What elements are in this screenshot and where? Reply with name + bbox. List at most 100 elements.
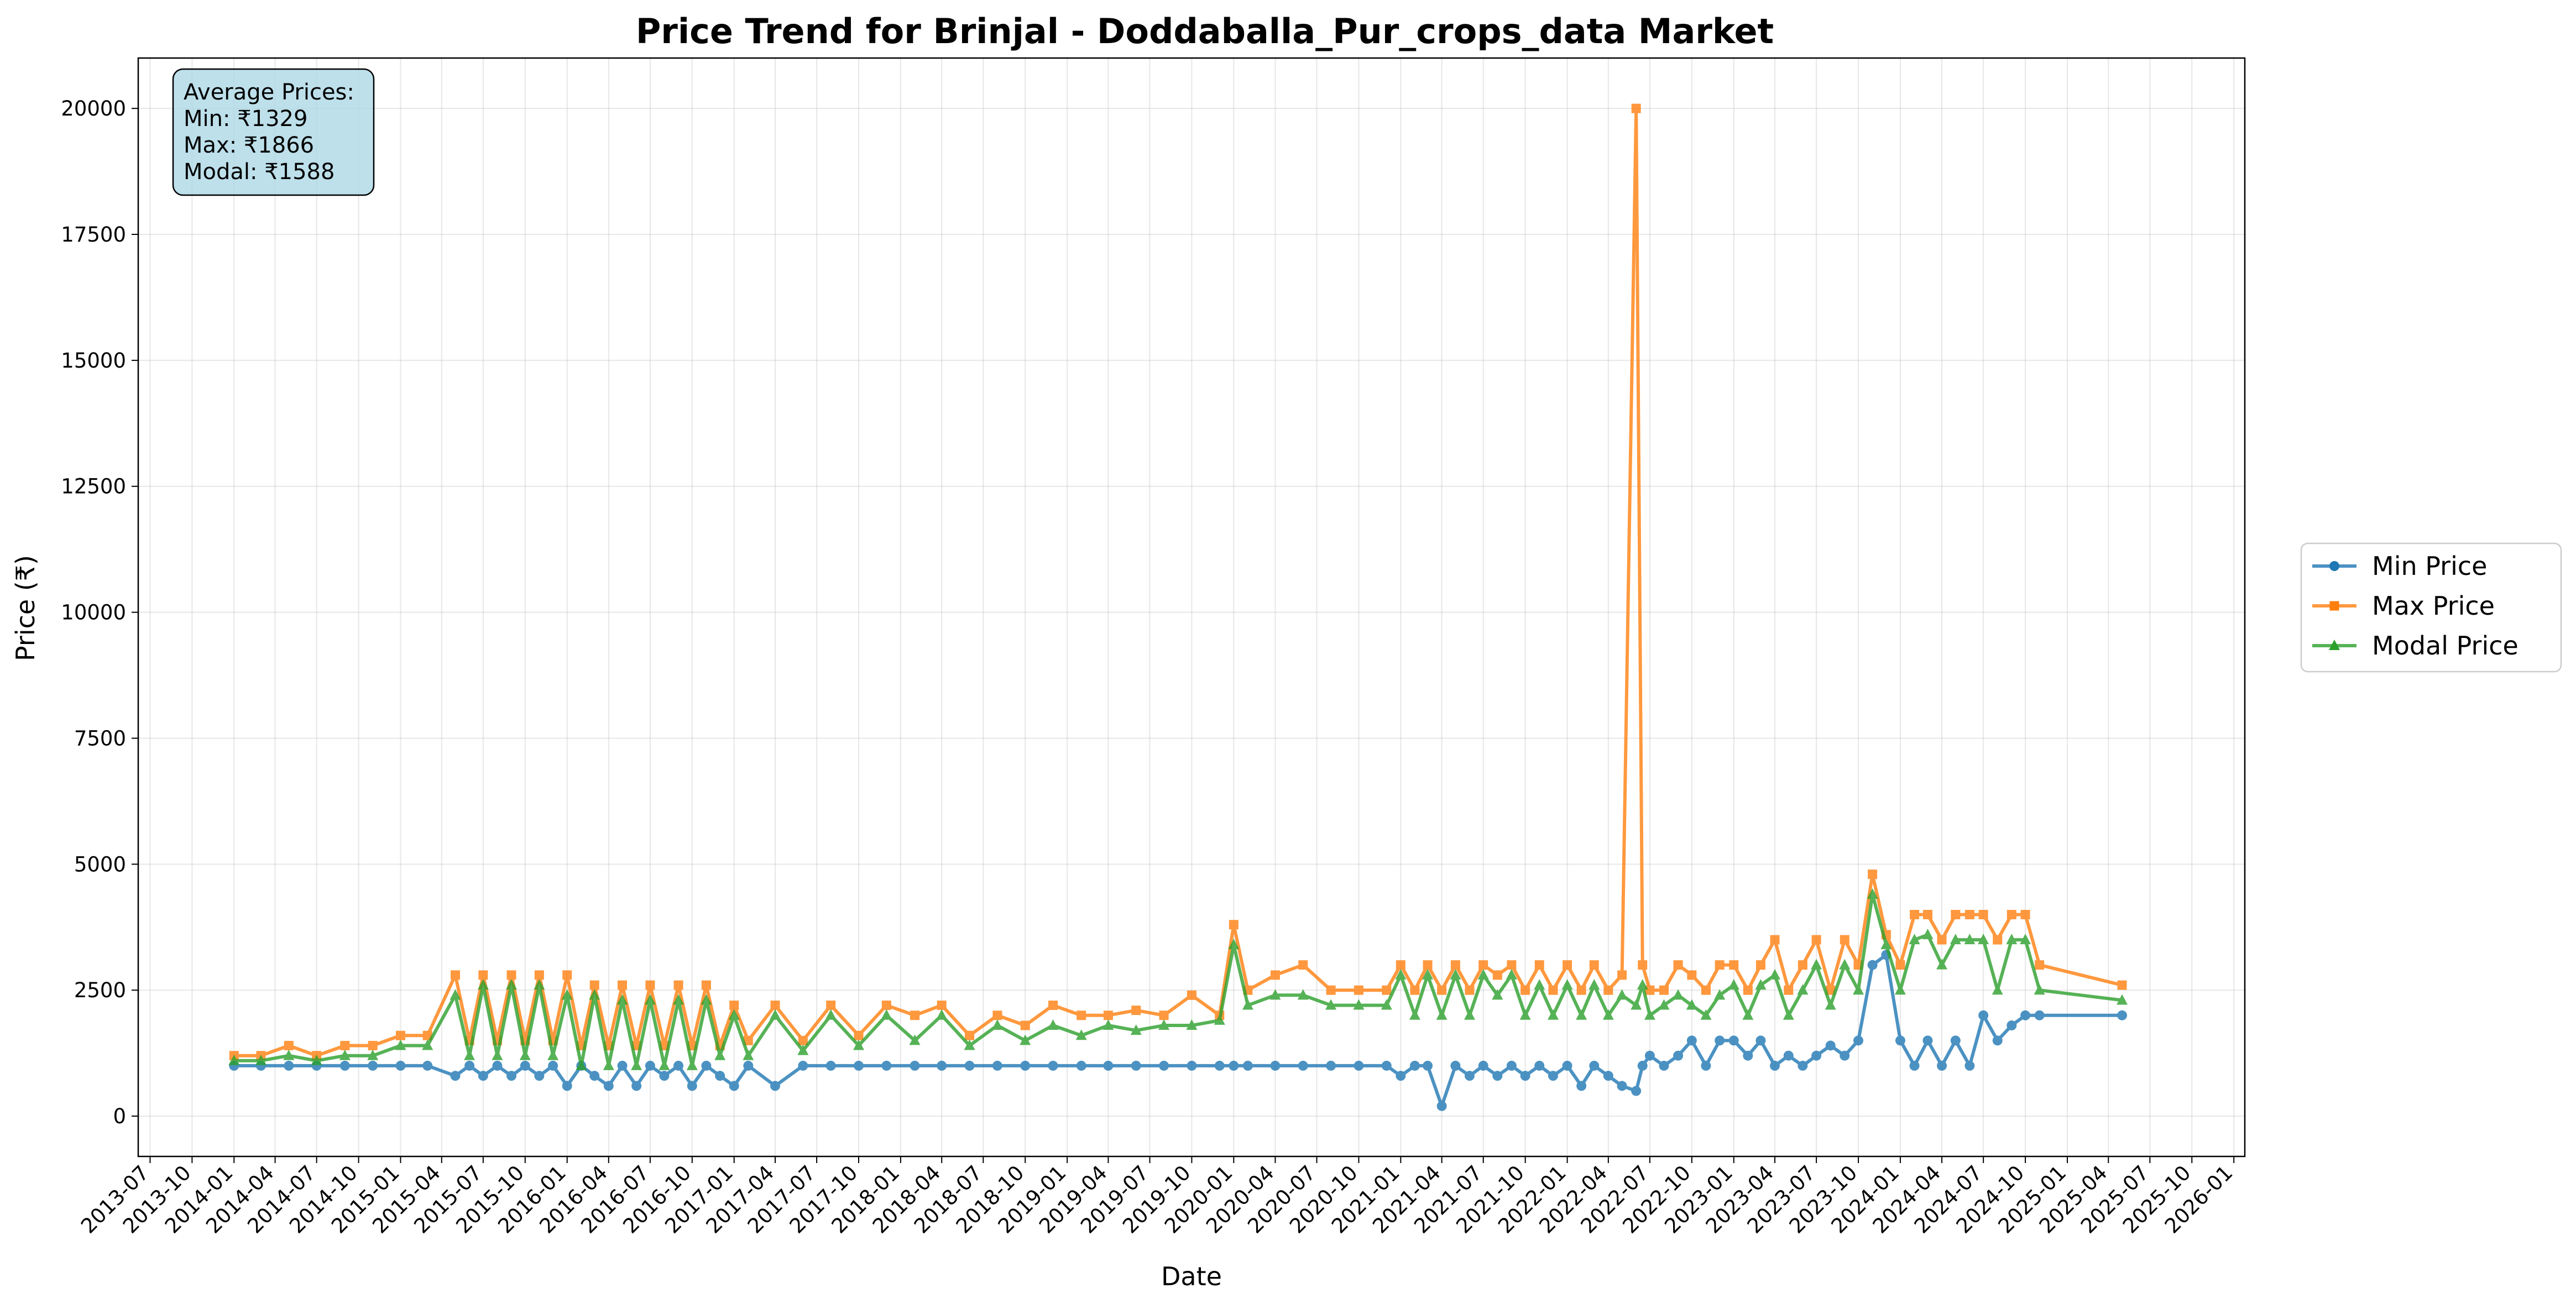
min-price-point: [1423, 1060, 1433, 1071]
max-price-point: [1077, 1010, 1086, 1020]
modal-price-point: [1853, 984, 1864, 995]
modal-price-point: [1186, 1019, 1198, 1030]
modal-price-point: [1909, 934, 1920, 945]
modal-price-point: [255, 1054, 267, 1065]
max-price-point: [1937, 935, 1947, 945]
min-price-point: [1937, 1060, 1947, 1071]
modal-price-point: [1880, 939, 1892, 950]
max-price-point: [284, 1040, 294, 1050]
min-price-point: [1964, 1060, 1975, 1071]
legend-marker-min-price: [2329, 561, 2339, 571]
min-price-point: [2117, 1010, 2128, 1020]
modal-price-point: [1602, 1009, 1614, 1020]
min-price-point: [1755, 1035, 1766, 1046]
min-price-point: [1450, 1060, 1461, 1071]
max-price-point: [1910, 909, 1920, 919]
min-price-point: [964, 1060, 975, 1071]
modal-price-point: [561, 989, 573, 1000]
modal-price-point: [1269, 989, 1281, 1000]
min-price-point: [1631, 1086, 1642, 1096]
modal-price-point: [589, 989, 600, 1000]
min-price-point: [659, 1071, 670, 1081]
modal-price-point: [1464, 1009, 1475, 1020]
min-price-point: [1520, 1071, 1530, 1081]
max-price-point: [1187, 990, 1196, 1000]
max-price-point: [1811, 935, 1821, 945]
modal-price-point: [1325, 999, 1337, 1010]
min-price-point: [548, 1060, 558, 1071]
max-price-point: [506, 970, 516, 980]
max-price-point: [1103, 1010, 1113, 1020]
modal-price-point: [714, 1049, 726, 1060]
max-price-point: [534, 970, 544, 980]
min-price-point: [1798, 1060, 1808, 1071]
max-price-point: [798, 1035, 808, 1045]
stats-max: Max: ₹1866: [184, 133, 314, 158]
modal-price-point: [534, 979, 545, 990]
legend-marker-max-price: [2329, 601, 2339, 611]
min-price-point: [478, 1071, 488, 1081]
max-price-point: [1770, 935, 1780, 945]
min-price-point: [854, 1060, 864, 1071]
max-price-point: [2020, 909, 2030, 919]
max-price-point: [340, 1040, 350, 1050]
min-price-point: [1409, 1060, 1420, 1071]
min-price-point: [1701, 1060, 1711, 1071]
modal-price-point: [1242, 999, 1253, 1010]
max-price-point: [2007, 909, 2016, 919]
min-price-point: [1492, 1071, 1503, 1081]
min-price-point: [743, 1060, 754, 1071]
max-price-point: [1354, 985, 1363, 995]
min-price-point: [1867, 960, 1878, 970]
max-price-point: [992, 1010, 1002, 1020]
modal-price-point: [1075, 1029, 1087, 1040]
modal-price-point: [603, 1059, 614, 1070]
max-price-point: [422, 1030, 432, 1040]
min-price-point: [1436, 1101, 1447, 1111]
modal-price-point: [1506, 968, 1517, 980]
max-price-point: [2117, 980, 2127, 990]
min-price-point: [1534, 1060, 1545, 1071]
max-price-point: [937, 1001, 947, 1010]
min-price-point: [1589, 1060, 1600, 1071]
max-price-point: [1576, 985, 1586, 995]
legend: Min Price Max Price Modal Price: [2300, 542, 2562, 673]
max-price-point: [1437, 985, 1447, 995]
min-price-point: [395, 1060, 406, 1071]
max-price-point: [1964, 909, 1974, 919]
modal-price-point: [673, 994, 685, 1005]
modal-price-point: [492, 1049, 503, 1060]
modal-price-point: [881, 1009, 892, 1020]
modal-price-point: [1839, 959, 1851, 970]
modal-price-point: [1922, 928, 1934, 939]
modal-price-point: [477, 979, 489, 990]
min-price-point: [715, 1071, 725, 1081]
max-price-point: [910, 1010, 920, 1020]
min-price-point: [1478, 1060, 1488, 1071]
min-price-point: [1950, 1035, 1961, 1046]
min-price-point: [1270, 1060, 1281, 1071]
y-tick-label: 20000: [61, 97, 126, 121]
modal-price-point: [1589, 979, 1600, 990]
modal-price-point: [1742, 1009, 1754, 1020]
series-layer: [228, 103, 2128, 1111]
max-price-point: [589, 980, 599, 990]
modal-price-point: [1673, 989, 1684, 1000]
max-price-point: [881, 1001, 891, 1010]
modal-price-point: [1992, 984, 2003, 995]
max-price-point: [2035, 960, 2045, 970]
min-price-point: [1728, 1035, 1739, 1046]
min-price-point: [1562, 1060, 1572, 1071]
max-price-point: [1159, 1010, 1169, 1020]
modal-price-point: [2006, 934, 2018, 945]
min-price-point: [1686, 1035, 1697, 1046]
min-price-point: [910, 1060, 920, 1071]
min-price-point: [492, 1060, 503, 1071]
min-price-point: [1825, 1040, 1836, 1051]
legend-frame: [2300, 542, 2562, 673]
min-price-point: [562, 1081, 572, 1091]
modal-price-point: [1894, 984, 1906, 995]
max-price-point: [673, 980, 683, 990]
min-price-point: [1326, 1060, 1336, 1071]
max-price-point: [701, 980, 711, 990]
